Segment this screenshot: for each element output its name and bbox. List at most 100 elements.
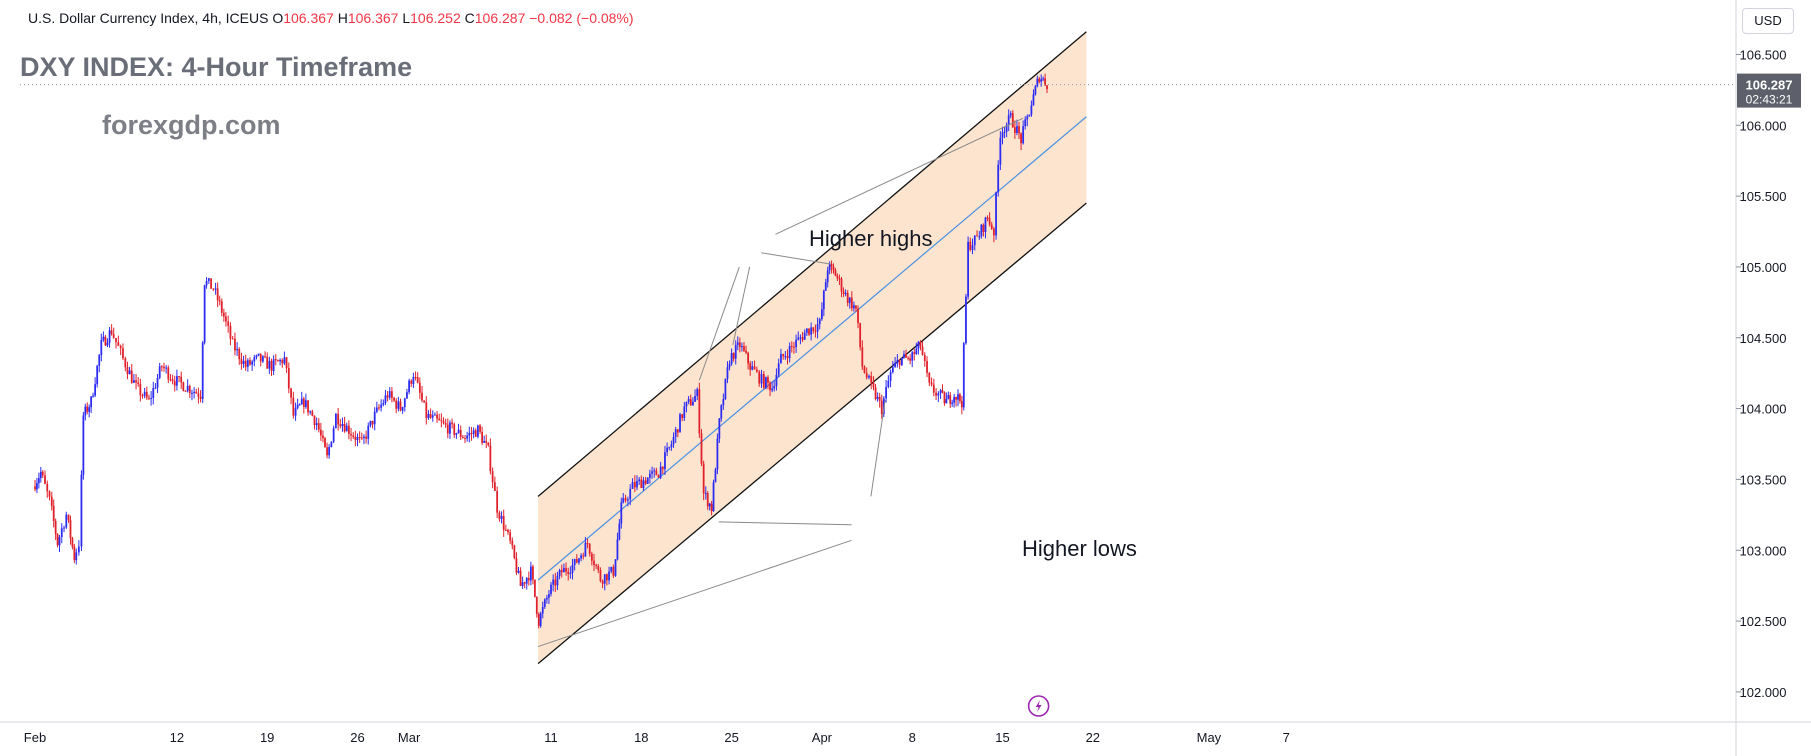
candle-body xyxy=(762,374,765,388)
candle xyxy=(412,372,415,388)
high-value: 106.367 xyxy=(347,10,399,26)
candle-body xyxy=(238,348,241,360)
candle-body xyxy=(751,366,754,370)
candle xyxy=(657,474,660,478)
candle xyxy=(646,477,649,484)
candle-body xyxy=(203,285,206,343)
candle xyxy=(997,160,1000,197)
candle-body xyxy=(716,438,719,470)
candle-body xyxy=(485,440,488,443)
candle xyxy=(408,378,410,395)
candle xyxy=(218,295,221,306)
candle xyxy=(624,494,627,503)
candle xyxy=(225,312,227,327)
candle xyxy=(726,361,729,384)
close-value: 106.287 xyxy=(474,10,526,26)
candle xyxy=(661,466,664,475)
candle-body xyxy=(541,606,544,614)
candle xyxy=(1013,120,1016,139)
candle-body xyxy=(758,371,761,384)
candle-body xyxy=(50,496,53,506)
candle-body xyxy=(186,385,189,392)
candle-body xyxy=(403,398,406,408)
candle-body xyxy=(1016,126,1018,133)
candle-body xyxy=(119,345,122,349)
candle xyxy=(797,331,800,341)
candle-body xyxy=(986,217,989,219)
candle-body xyxy=(840,278,843,292)
candle xyxy=(554,572,557,592)
candle xyxy=(601,579,604,589)
candle xyxy=(556,571,559,591)
candle-body xyxy=(94,384,97,396)
candle xyxy=(474,428,477,437)
candle xyxy=(367,422,370,445)
candle xyxy=(345,422,348,432)
candle-body xyxy=(631,482,634,489)
candle xyxy=(852,301,855,312)
candle-body xyxy=(556,575,559,586)
candle xyxy=(152,381,155,405)
candle xyxy=(821,302,823,321)
candle-body xyxy=(135,380,137,383)
candle-body xyxy=(416,377,419,383)
candle-body xyxy=(249,360,251,365)
candle xyxy=(451,418,453,429)
candle xyxy=(244,354,247,371)
candle-body xyxy=(826,270,829,283)
candle xyxy=(965,293,967,345)
candle-body xyxy=(418,382,421,393)
candle xyxy=(743,342,745,353)
candle xyxy=(354,430,357,447)
candle-body xyxy=(150,397,152,399)
candle xyxy=(427,410,430,420)
candle-body xyxy=(98,354,101,366)
candle xyxy=(356,433,359,447)
candle-body xyxy=(292,397,295,416)
candle xyxy=(1042,76,1045,82)
candle-body xyxy=(951,402,954,404)
candle-body xyxy=(767,377,769,383)
currency-button[interactable]: USD xyxy=(1742,8,1794,34)
candle-body xyxy=(586,542,589,544)
candle xyxy=(850,291,853,312)
candle xyxy=(810,322,813,341)
candle-body xyxy=(436,414,438,419)
annotation-line xyxy=(761,252,832,265)
candle xyxy=(780,348,782,364)
candle xyxy=(382,399,385,407)
candle xyxy=(1007,109,1010,132)
candle xyxy=(822,289,825,317)
candle-body xyxy=(334,413,337,429)
candle-body xyxy=(984,217,987,232)
candle-body xyxy=(262,356,264,362)
candle-body xyxy=(380,404,383,408)
candle xyxy=(945,392,948,404)
candle-body xyxy=(371,420,374,425)
candle xyxy=(784,351,787,360)
candle xyxy=(455,432,458,439)
candle xyxy=(863,365,866,374)
candle xyxy=(75,548,78,565)
candle-body xyxy=(597,566,600,571)
candle xyxy=(718,418,721,444)
candle-body xyxy=(378,407,380,409)
candle xyxy=(348,420,350,440)
candle-body xyxy=(926,361,928,373)
candle xyxy=(259,353,262,367)
candle xyxy=(511,537,514,550)
candle xyxy=(953,393,956,408)
candle xyxy=(92,392,94,398)
candle xyxy=(614,559,617,577)
candle xyxy=(887,375,890,389)
candle-body xyxy=(139,383,142,396)
candle-body xyxy=(997,164,1000,193)
candle-body xyxy=(100,339,103,355)
candle-body xyxy=(305,400,307,407)
candle xyxy=(1003,126,1006,139)
candle xyxy=(330,441,333,448)
y-tick-label: 105.000 xyxy=(1740,260,1787,275)
candle-body xyxy=(706,493,709,507)
candle xyxy=(640,475,643,488)
